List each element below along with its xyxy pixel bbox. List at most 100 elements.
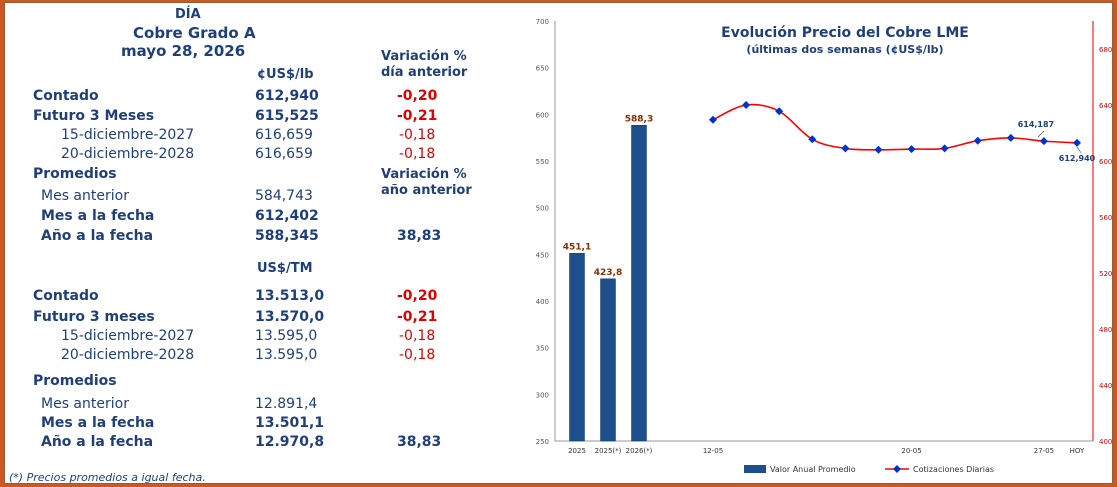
table-date: mayo 28, 2026	[121, 42, 246, 60]
promedios-label: Promedios	[33, 166, 117, 182]
avg-label: Mes a la fecha	[41, 415, 155, 431]
x-tick-label: HOY	[1070, 447, 1085, 455]
left-tick-label: 650	[536, 65, 549, 73]
row-value: 616,659	[255, 127, 313, 143]
bar	[569, 253, 585, 442]
row-value: 13.513,0	[255, 288, 325, 304]
x-tick-label: 12-05	[703, 447, 723, 455]
line-point	[841, 144, 850, 153]
left-tick-label: 250	[536, 438, 549, 446]
row-variation: -0,18	[399, 127, 436, 143]
row-label: 20-diciembre-2028	[61, 146, 195, 162]
line-point	[775, 107, 784, 116]
line-point	[907, 145, 916, 154]
legend-line-marker	[893, 465, 901, 473]
bar	[600, 278, 616, 442]
row-variation: -0,20	[397, 88, 438, 104]
line-annotation: 612,940	[1059, 154, 1096, 163]
x-tick-label: 27-05	[1034, 447, 1054, 455]
row-variation: -0,20	[397, 288, 438, 304]
unit-cents-lb: ¢US$/lb	[257, 67, 314, 82]
avg-value: 584,743	[255, 188, 313, 204]
row-label: Futuro 3 meses	[33, 309, 155, 325]
bar	[631, 125, 647, 442]
row-variation: -0,18	[399, 146, 436, 162]
right-tick-label: 640	[1099, 102, 1112, 110]
copper-chart: Evolución Precio del Cobre LME (últimas …	[515, 3, 1114, 483]
left-tick-label: 300	[536, 391, 549, 399]
line-point	[742, 101, 751, 109]
row-variation: -0,21	[397, 309, 438, 325]
row-label: Contado	[33, 288, 99, 304]
bar-value-label: 423,8	[594, 268, 622, 278]
line-point	[709, 115, 717, 124]
left-tick-label: 400	[536, 298, 549, 306]
left-tick-label: 500	[536, 205, 549, 213]
variation-year-2: año anterior	[381, 183, 472, 198]
copper-price-panel: DÍA Cobre Grado A mayo 28, 2026 Variació…	[4, 2, 1113, 484]
chart-svg: Evolución Precio del Cobre LME (últimas …	[536, 18, 1113, 474]
left-tick-label: 450	[536, 251, 549, 259]
row-label: Contado	[33, 88, 99, 104]
avg-label: Mes anterior	[41, 188, 129, 204]
row-label: 15-diciembre-2027	[61, 328, 195, 344]
avg-label: Año a la fecha	[41, 228, 154, 244]
line-point	[1039, 137, 1048, 146]
avg-value: 13.501,1	[255, 415, 325, 431]
table-title: Cobre Grado A	[133, 24, 256, 42]
row-label: Futuro 3 Meses	[33, 108, 155, 124]
left-tick-label: 700	[536, 18, 549, 26]
line-point	[874, 145, 883, 154]
chart-title: Evolución Precio del Cobre LME	[721, 25, 969, 41]
left-tick-label: 550	[536, 158, 549, 166]
bar-category-label: 2026(*)	[626, 447, 653, 455]
chart-subtitle: (últimas dos semanas (¢US$/lb)	[746, 43, 943, 56]
row-label: 15-diciembre-2027	[61, 127, 195, 143]
bar-category-label: 2025	[568, 447, 586, 455]
row-value: 13.570,0	[255, 309, 325, 325]
variation-header-2: día anterior	[381, 65, 468, 80]
row-variation: -0,18	[399, 328, 436, 344]
line-annotation: 614,187	[1018, 120, 1054, 129]
avg-value: 12.891,4	[255, 396, 318, 412]
bar-value-label: 588,3	[625, 114, 653, 124]
line-point	[1073, 138, 1081, 147]
avg-label: Mes a la fecha	[41, 208, 155, 224]
line-point	[940, 144, 949, 153]
legend-bar-swatch	[744, 465, 766, 473]
line-point	[808, 135, 817, 144]
row-value: 615,525	[255, 108, 319, 124]
right-tick-label: 560	[1099, 214, 1112, 222]
row-variation: -0,18	[399, 347, 436, 363]
left-tick-label: 350	[536, 345, 549, 353]
row-variation: -0,21	[397, 108, 438, 124]
avg-value: 12.970,8	[255, 434, 325, 450]
row-value: 13.595,0	[255, 347, 318, 363]
left-tick-label: 600	[536, 111, 549, 119]
legend-bar-label: Valor Anual Promedio	[770, 465, 856, 474]
avg-label: Año a la fecha	[41, 434, 154, 450]
avg-variation: 38,83	[397, 228, 442, 244]
right-tick-label: 440	[1099, 382, 1112, 390]
annotation-leader	[1037, 130, 1045, 138]
line-point	[973, 136, 982, 145]
right-tick-label: 400	[1099, 438, 1112, 446]
bar-category-label: 2025(*)	[595, 447, 622, 455]
right-tick-label: 480	[1099, 326, 1112, 334]
unit-us-tm: US$/TM	[257, 261, 313, 276]
row-value: 13.595,0	[255, 328, 318, 344]
x-tick-label: 20-05	[901, 447, 921, 455]
legend-line-label: Cotizaciones Diarias	[913, 465, 994, 474]
avg-value: 588,345	[255, 228, 319, 244]
right-tick-label: 600	[1099, 158, 1112, 166]
variation-year-1: Variación %	[381, 167, 467, 182]
row-value: 612,940	[255, 88, 319, 104]
variation-header-1: Variación %	[381, 49, 467, 64]
right-tick-label: 520	[1099, 270, 1112, 278]
annotation-leader	[1076, 146, 1082, 154]
avg-variation: 38,83	[397, 434, 442, 450]
right-tick-label: 680	[1099, 46, 1112, 54]
bar-value-label: 451,1	[563, 242, 591, 252]
avg-label: Mes anterior	[41, 396, 129, 412]
dia-label: DÍA	[175, 7, 201, 22]
